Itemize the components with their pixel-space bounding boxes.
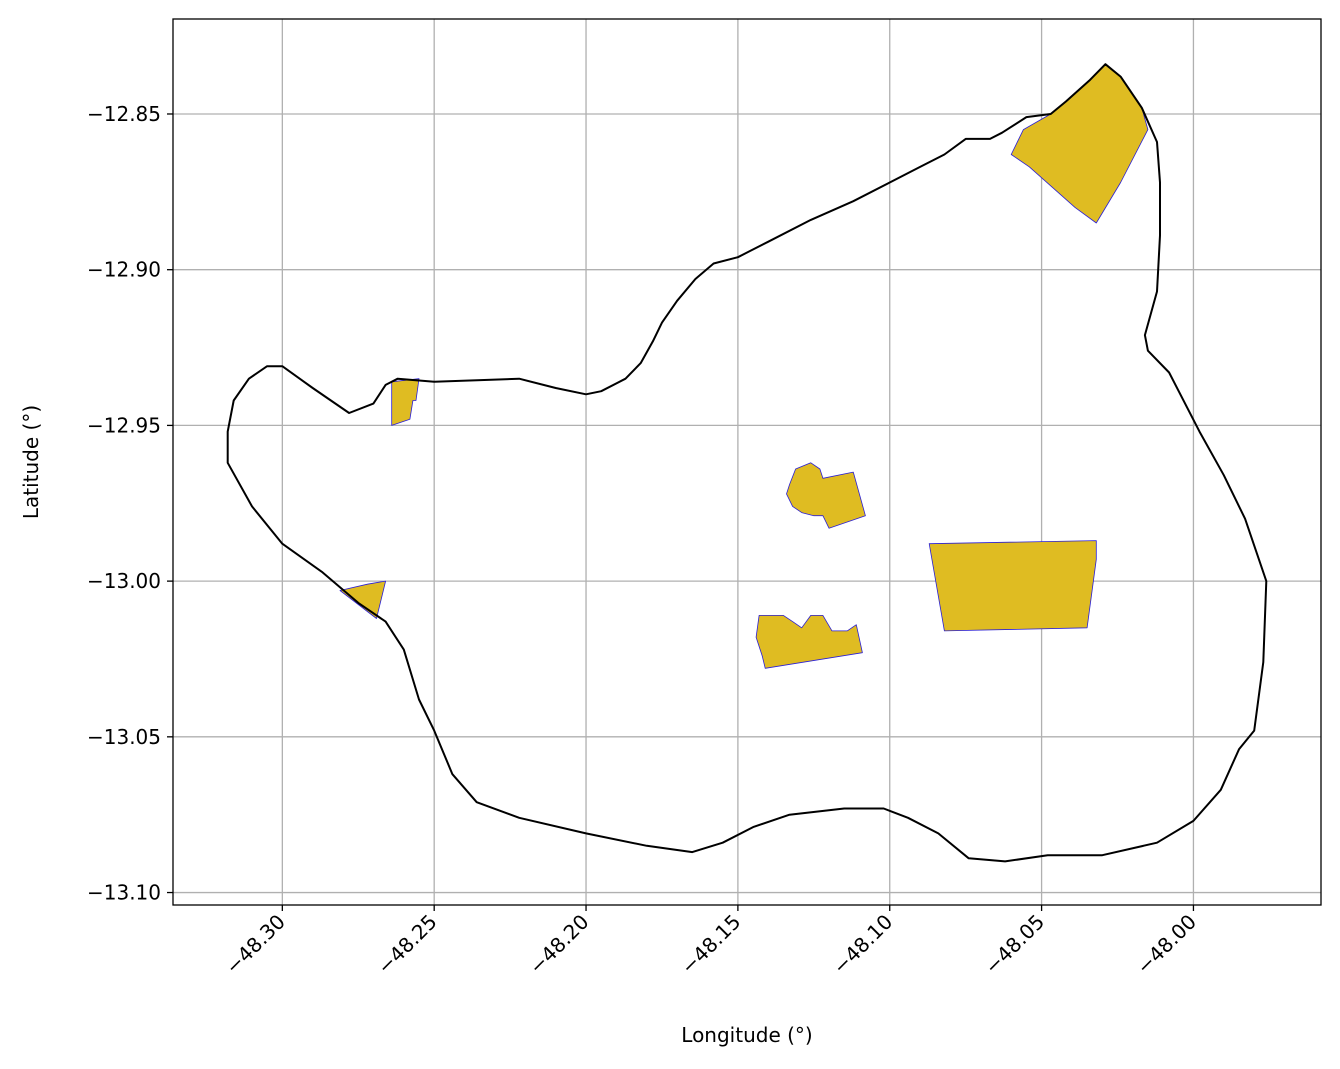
plot-frame bbox=[172, 18, 1322, 906]
x-tick-label: −48.05 bbox=[980, 910, 1049, 979]
x-tick-label: −48.30 bbox=[221, 910, 290, 979]
x-axis-label: Longitude (°) bbox=[681, 1023, 812, 1047]
highlighted-area bbox=[786, 462, 866, 529]
highlighted-area bbox=[391, 378, 420, 426]
y-tick-label: −13.10 bbox=[87, 881, 161, 905]
y-axis-ticks: −12.85 −12.90 −12.95 −13.00 −13.05 −13.10 bbox=[87, 102, 173, 905]
y-axis-label: Latitude (°) bbox=[19, 405, 43, 519]
boundary-outline bbox=[226, 63, 1268, 863]
region-boundary bbox=[226, 63, 1268, 863]
y-tick-label: −13.00 bbox=[87, 569, 161, 593]
x-axis-ticks: −48.30 −48.25 −48.20 −48.15 −48.10 −48.05 −48.… bbox=[221, 905, 1201, 979]
y-tick-label: −12.85 bbox=[87, 102, 161, 126]
highlighted-area bbox=[755, 615, 863, 669]
y-tick-label: −12.95 bbox=[87, 413, 161, 437]
y-tick-label: −12.90 bbox=[87, 258, 161, 282]
x-tick-label: −48.10 bbox=[828, 910, 897, 979]
y-tick-label: −13.05 bbox=[87, 725, 161, 749]
x-tick-label: −48.00 bbox=[1132, 910, 1201, 979]
x-tick-label: −48.25 bbox=[372, 910, 441, 979]
highlighted-area bbox=[339, 580, 386, 619]
x-tick-label: −48.15 bbox=[676, 910, 745, 979]
x-tick-label: −48.20 bbox=[524, 910, 593, 979]
grid-lines bbox=[173, 19, 1321, 905]
highlighted-areas bbox=[339, 63, 1149, 669]
highlighted-area bbox=[928, 540, 1097, 632]
